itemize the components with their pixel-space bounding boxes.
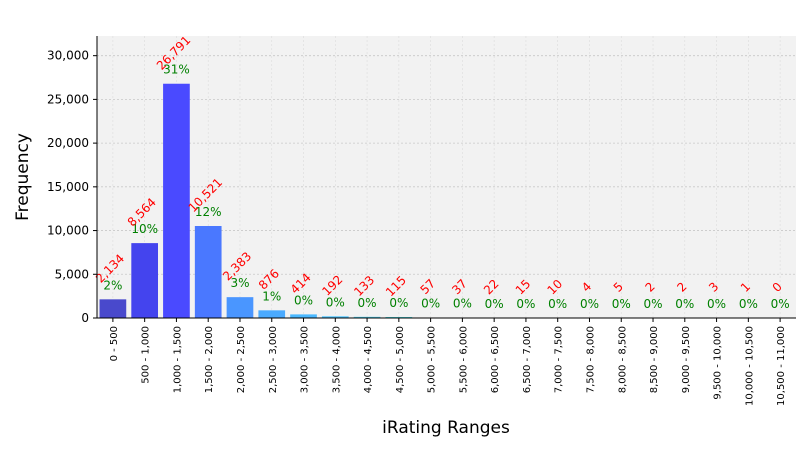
bar — [163, 84, 190, 318]
x-tick-label: 4,000 - 4,500 — [363, 326, 374, 393]
y-tick-label: 25,000 — [47, 92, 89, 106]
x-tick-label: 8,000 - 8,500 — [617, 326, 628, 393]
bar — [100, 299, 127, 318]
x-tick-label: 3,000 - 3,500 — [300, 326, 311, 393]
percent-label: 0% — [516, 297, 535, 311]
x-tick-label: 9,500 - 10,000 — [713, 326, 724, 400]
y-tick-layer: 0 5,000 10,000 15,000 20,000 25,000 30,000 — [47, 49, 97, 325]
x-tick-label: 10,500 - 11,000 — [776, 326, 787, 406]
x-tick-label: 5,500 - 6,000 — [458, 326, 469, 393]
x-tick-label: 2,500 - 3,000 — [268, 326, 279, 393]
x-tick-label: 5,000 - 5,500 — [427, 326, 438, 393]
x-tick-label: 7,500 - 8,000 — [585, 326, 596, 393]
x-tick-label: 9,000 - 9,500 — [681, 326, 692, 393]
bar — [290, 314, 317, 318]
y-axis-title: Frequency — [13, 133, 33, 221]
y-tick-label: 5,000 — [55, 267, 89, 281]
bar — [258, 310, 285, 318]
percent-label: 0% — [485, 297, 504, 311]
x-tick-label: 7,000 - 7,500 — [554, 326, 565, 393]
x-tick-label: 2,000 - 2,500 — [236, 326, 247, 393]
x-tick-label: 8,500 - 9,000 — [649, 326, 660, 393]
percent-label: 0% — [580, 297, 599, 311]
y-tick-label: 0 — [81, 311, 89, 325]
y-tick-label: 20,000 — [47, 136, 89, 150]
y-tick-label: 10,000 — [47, 224, 89, 238]
x-tick-label: 3,500 - 4,000 — [331, 326, 342, 393]
percent-label: 0% — [707, 297, 726, 311]
percent-label: 0% — [453, 297, 472, 311]
bar — [195, 226, 222, 318]
x-tick-label: 6,000 - 6,500 — [490, 326, 501, 393]
percent-label: 0% — [548, 297, 567, 311]
percent-label: 0% — [675, 297, 694, 311]
x-tick-label: 500 - 1,000 — [141, 326, 152, 384]
x-axis-title: iRating Ranges — [382, 418, 510, 438]
percent-label: 0% — [771, 297, 790, 311]
bar — [227, 297, 254, 318]
y-tick-label: 30,000 — [47, 49, 89, 63]
y-tick-label: 15,000 — [47, 180, 89, 194]
percent-label: 0% — [643, 297, 662, 311]
percent-label: 0% — [421, 297, 440, 311]
x-tick-label: 10,000 - 10,500 — [744, 326, 755, 406]
x-tick-label: 1,500 - 2,000 — [204, 326, 215, 393]
x-tick-layer: 0 - 500 500 - 1,000 1,000 - 1,500 1,500 - 2… — [109, 318, 787, 406]
bar — [131, 243, 158, 318]
x-tick-label: 6,500 - 7,000 — [522, 326, 533, 393]
x-tick-label: 1,000 - 1,500 — [172, 326, 183, 393]
percent-label: 0% — [612, 297, 631, 311]
x-tick-label: 4,500 - 5,000 — [395, 326, 406, 393]
percent-label: 0% — [739, 297, 758, 311]
x-tick-label: 0 - 500 — [109, 326, 120, 361]
